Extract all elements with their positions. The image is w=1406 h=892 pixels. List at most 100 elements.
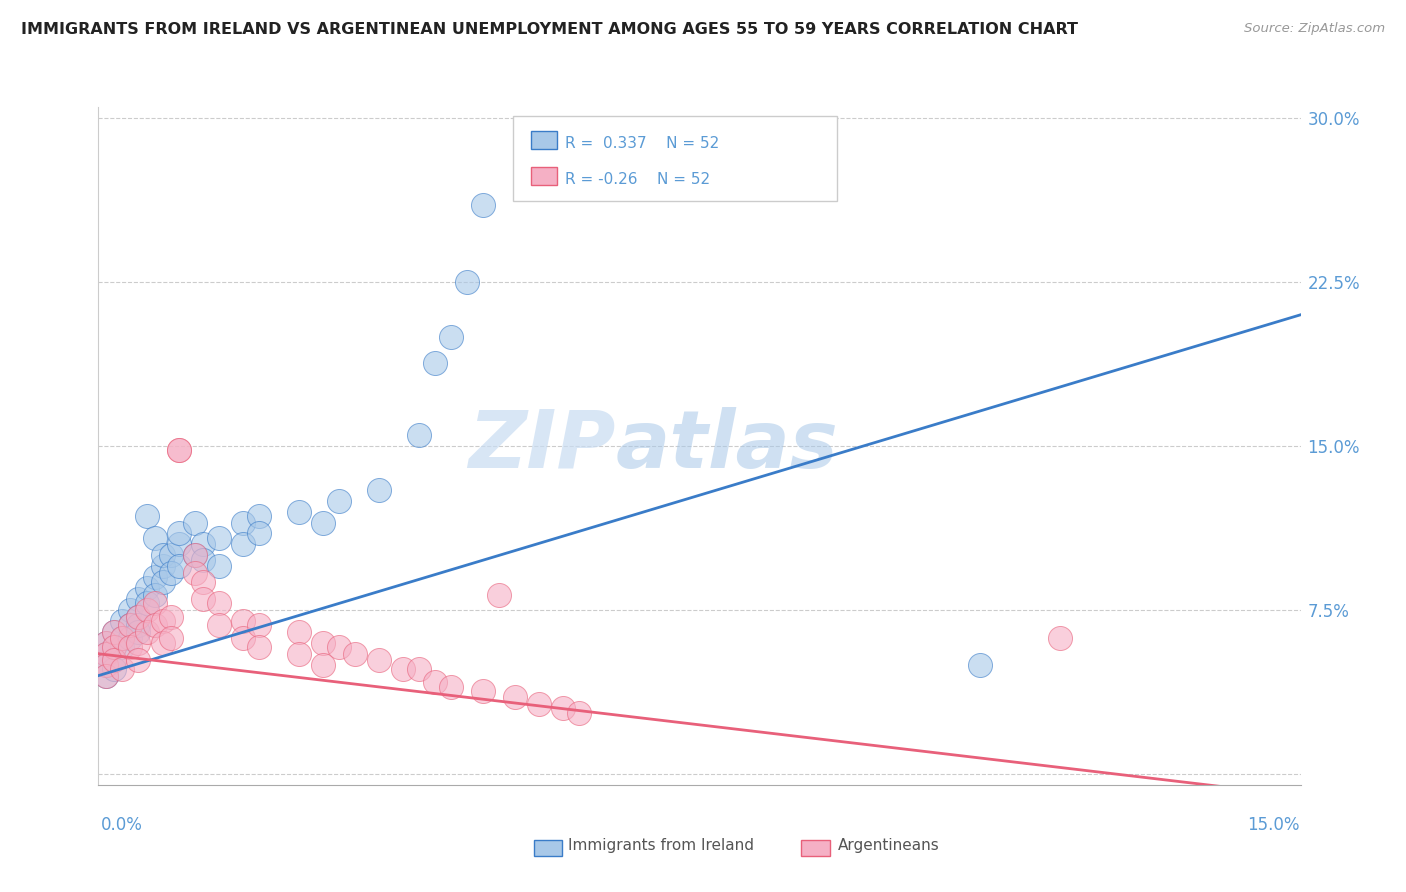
Point <box>111 632 134 646</box>
Point <box>529 697 551 711</box>
Point <box>368 483 391 497</box>
Point <box>159 549 181 563</box>
Point <box>232 516 254 530</box>
Point <box>183 549 205 563</box>
Point <box>183 549 205 563</box>
Point <box>328 640 350 655</box>
Point <box>553 701 575 715</box>
Point <box>103 662 125 676</box>
Point <box>472 198 495 212</box>
Point <box>568 706 591 720</box>
Point <box>96 636 118 650</box>
Point <box>135 603 157 617</box>
Point <box>143 618 166 632</box>
Point <box>111 632 134 646</box>
Point <box>103 653 125 667</box>
Point <box>152 636 174 650</box>
Point <box>152 559 174 574</box>
Point <box>96 657 118 672</box>
Point <box>288 505 311 519</box>
Point <box>96 647 118 661</box>
Point <box>423 356 446 370</box>
Point <box>96 668 118 682</box>
Point <box>152 574 174 589</box>
Point <box>135 581 157 595</box>
Point <box>456 275 478 289</box>
Point <box>343 647 366 661</box>
Point <box>120 618 142 632</box>
Point <box>120 603 142 617</box>
Point <box>143 531 166 545</box>
Point <box>208 597 231 611</box>
Point <box>103 640 125 655</box>
Point <box>247 618 270 632</box>
Point <box>167 443 190 458</box>
Point <box>143 588 166 602</box>
Point <box>152 614 174 628</box>
Point <box>503 690 526 705</box>
Point <box>143 597 166 611</box>
Point <box>440 680 463 694</box>
Point <box>111 614 134 628</box>
Point <box>247 640 270 655</box>
Text: ZIP: ZIP <box>468 407 616 485</box>
Point <box>96 668 118 682</box>
Point <box>167 443 190 458</box>
Point <box>208 559 231 574</box>
Point <box>120 640 142 655</box>
Point <box>288 647 311 661</box>
Point <box>167 559 190 574</box>
Point <box>328 493 350 508</box>
Point <box>167 537 190 551</box>
Point <box>312 657 335 672</box>
Point <box>128 609 150 624</box>
Text: atlas: atlas <box>616 407 838 485</box>
Point <box>423 675 446 690</box>
Point <box>392 662 415 676</box>
Point <box>208 618 231 632</box>
Point <box>96 657 118 672</box>
Point <box>183 516 205 530</box>
Text: Argentineans: Argentineans <box>838 838 939 853</box>
Point <box>128 624 150 639</box>
Text: R =  0.337    N = 52: R = 0.337 N = 52 <box>565 136 720 152</box>
Text: R = -0.26    N = 52: R = -0.26 N = 52 <box>565 172 710 187</box>
Point <box>208 531 231 545</box>
Point <box>312 516 335 530</box>
Point <box>191 552 214 566</box>
Point <box>128 636 150 650</box>
Point <box>103 653 125 667</box>
Point <box>135 508 157 523</box>
Point <box>183 566 205 580</box>
Point <box>128 653 150 667</box>
Point <box>103 624 125 639</box>
Point <box>143 570 166 584</box>
Point <box>440 329 463 343</box>
Point <box>1049 632 1071 646</box>
Point <box>128 592 150 607</box>
Point <box>103 640 125 655</box>
Point <box>247 508 270 523</box>
Point <box>191 592 214 607</box>
Text: Immigrants from Ireland: Immigrants from Ireland <box>568 838 754 853</box>
Text: Source: ZipAtlas.com: Source: ZipAtlas.com <box>1244 22 1385 36</box>
Point <box>232 632 254 646</box>
Text: IMMIGRANTS FROM IRELAND VS ARGENTINEAN UNEMPLOYMENT AMONG AGES 55 TO 59 YEARS CO: IMMIGRANTS FROM IRELAND VS ARGENTINEAN U… <box>21 22 1078 37</box>
Point <box>247 526 270 541</box>
Point <box>152 549 174 563</box>
Point <box>128 609 150 624</box>
Point <box>120 632 142 646</box>
Point <box>312 636 335 650</box>
Point <box>472 684 495 698</box>
Text: 0.0%: 0.0% <box>101 816 143 834</box>
Point <box>232 614 254 628</box>
Point <box>969 657 991 672</box>
Point <box>135 624 157 639</box>
Point <box>159 609 181 624</box>
Text: 15.0%: 15.0% <box>1247 816 1299 834</box>
Point <box>368 653 391 667</box>
Point <box>288 624 311 639</box>
Point <box>135 597 157 611</box>
Point <box>111 662 134 676</box>
Point <box>120 618 142 632</box>
